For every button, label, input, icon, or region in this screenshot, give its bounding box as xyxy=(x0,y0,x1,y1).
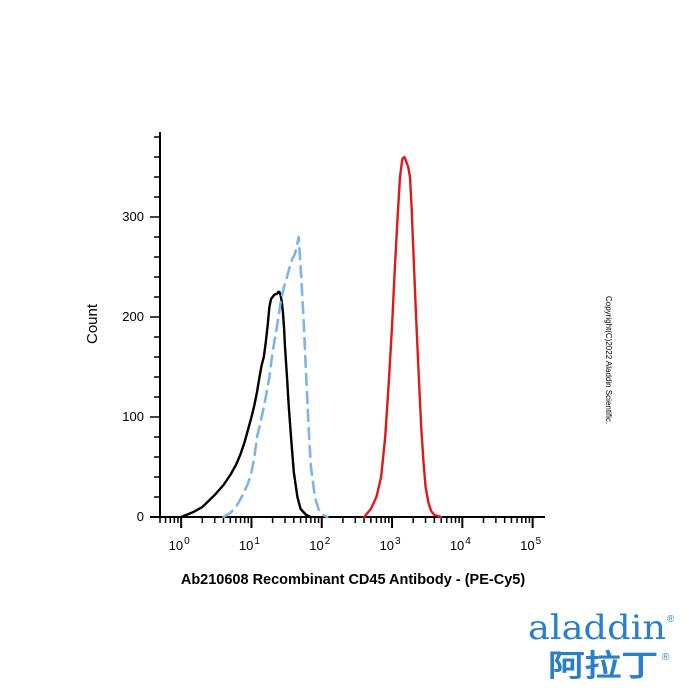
x-ticks: 100 101 102 103 104 105 xyxy=(159,517,542,553)
x-tick-label: 101 xyxy=(239,536,260,553)
y-tick-label: 0 xyxy=(137,509,144,524)
unstained-control-curve xyxy=(222,235,329,519)
y-axis-title: Count xyxy=(84,303,101,344)
cd45-stained-curve xyxy=(362,155,443,519)
x-tick-label: 104 xyxy=(450,536,471,553)
x-axis-title: Ab210608 Recombinant CD45 Antibody - (PE… xyxy=(181,572,525,588)
logo-cjk-text: 阿拉丁 xyxy=(548,649,658,684)
y-tick-label: 300 xyxy=(122,209,144,224)
y-ticks: 0 100 200 300 xyxy=(122,136,160,524)
histogram-series xyxy=(179,155,443,519)
x-tick-label: 103 xyxy=(380,536,401,553)
logo-registered-mark-cjk: ® xyxy=(662,652,670,663)
x-tick-label: 102 xyxy=(309,536,330,553)
isotype-control-curve xyxy=(179,290,313,519)
logo-latin-text: aladdin xyxy=(528,608,666,648)
x-tick-label: 100 xyxy=(169,536,190,553)
aladdin-logo: aladdin ® 阿拉丁 ® xyxy=(528,608,675,684)
copyright-text: Copyright(C)2022 Aladdin Scientific. xyxy=(604,296,613,424)
logo-registered-mark: ® xyxy=(667,614,675,625)
y-tick-label: 100 xyxy=(122,409,144,424)
y-tick-label: 200 xyxy=(122,309,144,324)
x-tick-label: 105 xyxy=(520,536,541,553)
